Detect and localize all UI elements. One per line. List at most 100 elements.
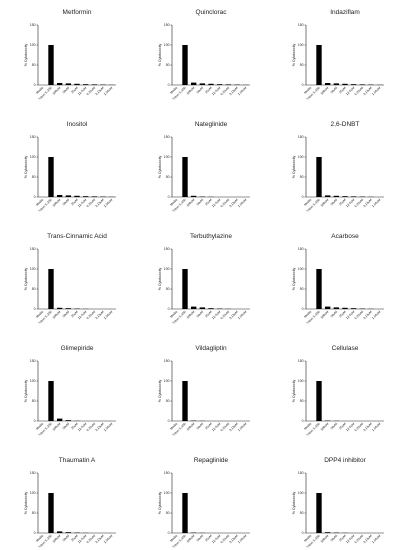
x-tick-label: 6.25uM (220, 198, 231, 209)
x-tick-label: 12.5uM (211, 422, 222, 433)
chart-title: Acarbose (331, 233, 359, 240)
bar (316, 493, 322, 533)
bar (350, 308, 357, 309)
x-tick-label: 12.5uM (345, 198, 356, 209)
y-tick-label: 100 (30, 155, 36, 159)
bar (342, 307, 348, 309)
y-tick-label: 150 (164, 471, 170, 475)
y-tick-label: 100 (298, 155, 304, 159)
x-tick-label: 50uM (330, 86, 339, 95)
x-tick-label: 1.56uM (103, 86, 114, 97)
y-tick-label: 50 (32, 63, 36, 67)
x-tick-label: Media (35, 422, 44, 431)
bar (225, 84, 232, 85)
y-tick-label: 50 (32, 399, 36, 403)
x-tick-label: 50uM (62, 86, 71, 95)
y-tick-label: 0 (302, 531, 304, 535)
y-axis-label: % Cytotoxicity (24, 380, 28, 403)
x-tick-label: 1.56uM (371, 310, 382, 321)
chart-title: Cellulase (332, 345, 359, 352)
x-tick-label: 1.56uM (103, 198, 114, 209)
y-tick-label: 100 (164, 491, 170, 495)
y-tick-label: 0 (34, 419, 36, 423)
y-axis-label: % Cytotoxicity (158, 156, 162, 179)
x-tick-label: 1.56uM (103, 534, 114, 545)
x-tick-label: 3.13uM (228, 422, 239, 433)
x-tick-label: 50uM (62, 198, 71, 207)
x-tick-label: 12.5uM (211, 310, 222, 321)
bar (82, 84, 89, 85)
x-tick-label: 3.13uM (228, 310, 239, 321)
x-tick-label: 12.5uM (77, 86, 88, 97)
x-tick-label: 25uM (204, 310, 213, 319)
bar (48, 157, 54, 197)
y-tick-label: 150 (30, 471, 36, 475)
x-tick-label: 100uM (186, 422, 196, 432)
chart-panel: Vildagliptin % Cytotoxicity 0 50 100 150 Media… (158, 345, 250, 437)
x-tick-label: 3.13uM (362, 310, 373, 321)
x-tick-label: 100uM (52, 310, 62, 320)
x-tick-label: 12.5uM (211, 86, 222, 97)
bar (65, 195, 72, 197)
x-tick-label: 1.56uM (371, 422, 382, 433)
x-tick-label: Media (303, 422, 312, 431)
bar (48, 45, 54, 85)
x-tick-label: 12.5uM (345, 534, 356, 545)
bar (74, 83, 80, 85)
x-tick-label: 3.13uM (228, 86, 239, 97)
x-tick-label: 6.25uM (354, 86, 365, 97)
x-tick-label: Media (35, 310, 44, 319)
x-tick-label: 100uM (186, 198, 196, 208)
y-tick-label: 50 (300, 399, 304, 403)
y-tick-label: 50 (300, 175, 304, 179)
x-tick-label: 3.13uM (362, 534, 373, 545)
x-tick-label: 50uM (62, 534, 71, 543)
y-axis-label: % Cytotoxicity (24, 492, 28, 515)
bar (182, 157, 188, 197)
chart-panel: Indaziflam% Cytotoxicity050100150MediaTr… (292, 9, 384, 101)
y-tick-label: 100 (298, 267, 304, 271)
x-tick-label: 12.5uM (77, 534, 88, 545)
bar (316, 45, 322, 85)
chart-panel: Quinclorac% Cytotoxicity050100150MediaTr… (158, 9, 250, 101)
chart-title: Repaglinide (194, 457, 229, 464)
y-tick-label: 0 (34, 195, 36, 199)
x-tick-label: 6.25uM (86, 422, 97, 433)
y-axis-label: % Cytotoxicity (292, 268, 296, 291)
bar (91, 84, 98, 85)
y-tick-label: 150 (164, 135, 170, 139)
x-tick-label: 6.25uM (86, 534, 97, 545)
chart-panel: Inositol% Cytotoxicity050100150MediaTrit… (24, 121, 116, 213)
x-tick-label: 50uM (196, 422, 205, 431)
y-axis-label: % Cytotoxicity (158, 44, 162, 67)
x-tick-label: 1.56uM (371, 198, 382, 209)
y-tick-label: 50 (166, 175, 170, 179)
bar (216, 84, 223, 85)
y-axis-label: % Cytotoxicity (292, 156, 296, 179)
x-tick-label: 6.25uM (86, 310, 97, 321)
x-tick-label: 25uM (338, 422, 347, 431)
chart-title: Quinclorac (195, 9, 227, 16)
x-tick-label: 3.13uM (94, 310, 105, 321)
bar (82, 196, 89, 197)
x-tick-label: 6.25uM (220, 422, 231, 433)
chart-title: Vildagliptin (195, 345, 227, 352)
y-tick-label: 0 (34, 531, 36, 535)
bar (65, 532, 72, 533)
x-tick-label: 100uM (186, 86, 196, 96)
chart-title: Metformin (63, 9, 92, 16)
x-tick-label: 12.5uM (211, 534, 222, 545)
chart-title: Indaziflam (330, 9, 360, 16)
x-tick-label: 3.13uM (228, 534, 239, 545)
bar (316, 157, 322, 197)
y-tick-label: 50 (300, 63, 304, 67)
x-tick-label: 1.56uM (103, 310, 114, 321)
y-tick-label: 0 (34, 307, 36, 311)
bar (190, 195, 197, 197)
bar (208, 308, 214, 309)
chart-panel: Terbuthylazine % Cytotoxicity 0 50 100 150 Med… (158, 233, 250, 325)
x-tick-label: 100uM (52, 198, 62, 208)
x-tick-label: 3.13uM (94, 534, 105, 545)
x-tick-label: 100uM (320, 422, 330, 432)
x-tick-label: 3.13uM (94, 422, 105, 433)
